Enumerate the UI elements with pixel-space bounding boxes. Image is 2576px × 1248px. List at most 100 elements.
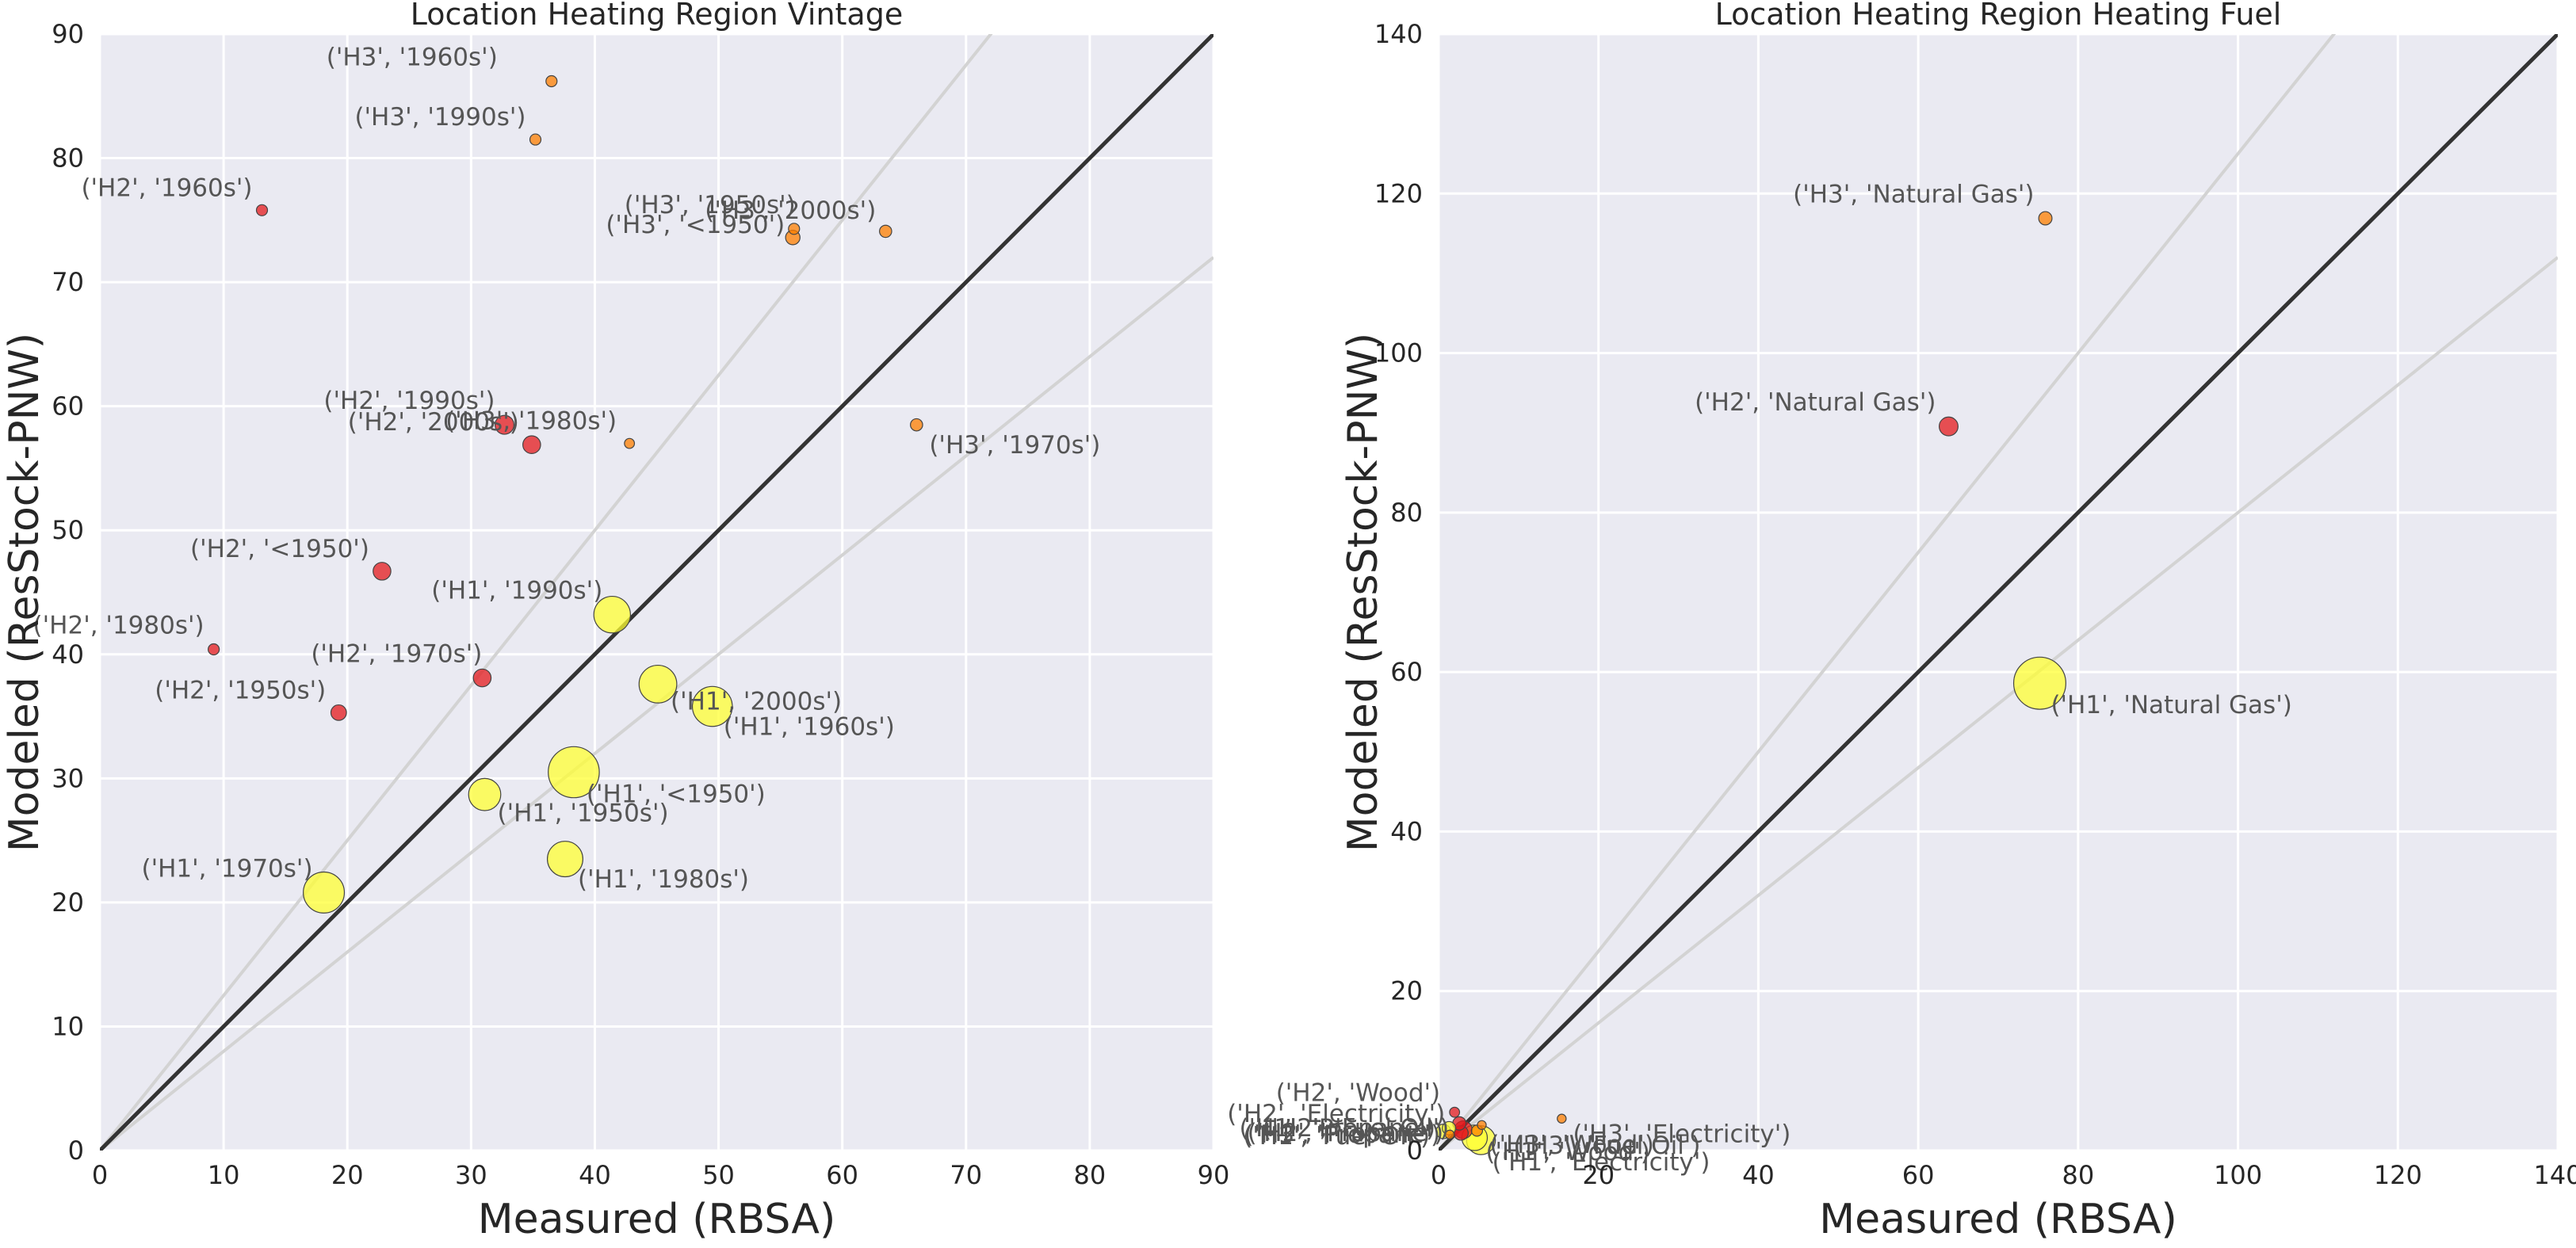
y-tick-label: 40 (1390, 816, 1423, 846)
point-label: ('H3', 'Propane') (1244, 1120, 1441, 1149)
data-point (330, 704, 347, 721)
point-label: ('H2', 'Fuel Oil') (1262, 1114, 1449, 1143)
data-point (548, 746, 600, 799)
point-label: ('H3', '1950s') (625, 191, 796, 219)
point-label: ('H1', '1970s') (141, 854, 312, 883)
data-point (1449, 1106, 1461, 1118)
point-label: ('H1', '2000s') (671, 687, 842, 716)
data-point (468, 777, 502, 811)
y-tick-label: 100 (1374, 338, 1423, 368)
reference-line-lower (1439, 256, 2558, 1151)
data-point (593, 595, 632, 634)
point-label: ('H3', 'Wood') (1489, 1131, 1653, 1159)
point-label: ('H3', 'Fuel Oil') (1513, 1132, 1700, 1160)
x-tick-label: 100 (2214, 1160, 2262, 1190)
point-label: ('H1', '1980s') (578, 865, 749, 894)
y-axis-label: Modeled (ResStock-PNW) (1, 333, 48, 852)
x-tick-label: 40 (1742, 1160, 1775, 1190)
y-tick-label: 10 (52, 1011, 84, 1041)
data-point (1477, 1120, 1487, 1130)
data-point (529, 133, 542, 146)
chart-title: Location Heating Region Vintage (411, 0, 903, 32)
chart-heating-fuel: ('H3', 'Natural Gas') ('H2', 'Natural Gas… (1227, 0, 2576, 1243)
data-point (255, 204, 269, 216)
x-tick-label: 70 (950, 1160, 982, 1190)
data-point (494, 414, 514, 435)
reference-line-upper (100, 34, 993, 1151)
y-axis-label: Modeled (ResStock-PNW) (1340, 333, 1387, 852)
x-tick-label: 0 (92, 1160, 108, 1190)
x-tick-label: 40 (579, 1160, 611, 1190)
point-label: ('H1', 'Wood') (1485, 1138, 1649, 1166)
chart-vintage: ('H3', '1960s') ('H3', '1990s') ('H2', '19… (1, 0, 1229, 1243)
x-tick-label: 0 (1431, 1160, 1447, 1190)
data-point (208, 643, 220, 656)
x-axis-label: Measured (RBSA) (1819, 1196, 2177, 1243)
point-label: ('H3', '<1950') (606, 211, 785, 239)
data-point (638, 664, 678, 704)
data-point (522, 435, 541, 454)
point-label: ('H3', '1980s') (445, 407, 617, 436)
y-tick-label: 0 (1407, 1135, 1423, 1166)
point-label: ('H2', '2000s') (348, 408, 519, 437)
data-point (788, 223, 801, 235)
reference-lines (100, 34, 1213, 1151)
point-label: ('H2', 'Natural Gas') (1695, 388, 1936, 417)
y-tick-label: 140 (1374, 19, 1423, 49)
y-tick-label: 60 (52, 391, 84, 422)
chart-title: Location Heating Region Heating Fuel (1715, 0, 2282, 32)
data-point (546, 841, 583, 878)
x-tick-label: 20 (331, 1160, 364, 1190)
x-tick-label: 60 (1902, 1160, 1935, 1190)
y-tick-label: 60 (1390, 657, 1423, 687)
data-point (303, 871, 346, 914)
point-label: ('H3', '2000s') (705, 197, 876, 225)
point-label: ('H2', '1970s') (311, 640, 482, 669)
data-point (545, 74, 558, 88)
x-tick-label: 20 (1582, 1160, 1615, 1190)
point-label: ('H3', '1970s') (929, 431, 1100, 460)
y-tick-label: 80 (52, 143, 84, 174)
x-tick-label: 90 (1198, 1160, 1230, 1190)
data-point (910, 418, 923, 432)
point-label: ('H1', '<1950') (587, 780, 766, 809)
data-points (1435, 211, 2066, 1155)
reference-line-upper (1439, 34, 2337, 1151)
y-tick-label: 120 (1374, 178, 1423, 208)
point-label: ('H1', '1960s') (724, 713, 895, 742)
data-point (691, 685, 733, 727)
x-tick-label: 80 (2062, 1160, 2094, 1190)
point-label: ('H1', 'Natural Gas') (2050, 691, 2291, 719)
x-axis-label: Measured (RBSA) (478, 1196, 836, 1243)
point-label: ('H3', '1960s') (327, 43, 498, 71)
y-tick-label: 20 (52, 887, 84, 918)
x-tick-label: 140 (2533, 1160, 2576, 1190)
point-label: ('H2', '1980s') (33, 612, 204, 640)
grid (98, 32, 1215, 1152)
reference-line-identity (1439, 34, 2558, 1151)
x-tick-label: 80 (1074, 1160, 1106, 1190)
tick-labels: 0 20 40 60 80 100 120 140 0 20 40 60 80 100 120 140 (1374, 19, 2576, 1190)
reference-lines (1439, 34, 2558, 1151)
data-point (373, 562, 392, 581)
point-label: ('H3', '1990s') (354, 103, 526, 132)
point-label: ('H1', '1950s') (498, 800, 669, 828)
y-tick-label: 30 (52, 763, 84, 793)
point-label: ('H2', '<1950') (190, 535, 369, 563)
data-point (1938, 416, 1959, 437)
x-tick-label: 50 (702, 1160, 735, 1190)
data-point (2038, 211, 2053, 226)
data-point (1444, 1129, 1455, 1140)
point-label: ('H3', 'Electricity') (1573, 1120, 1791, 1149)
y-tick-label: 70 (52, 267, 84, 297)
point-label: ('H2', 'Propane') (1248, 1119, 1444, 1147)
data-point (879, 224, 892, 239)
y-tick-label: 50 (52, 515, 84, 545)
reference-line-lower (100, 256, 1213, 1151)
point-labels: ('H3', 'Natural Gas') ('H2', 'Natural Gas… (1227, 180, 2292, 1176)
data-point (1557, 1113, 1567, 1124)
grid (1437, 32, 2559, 1152)
point-label: ('H1', '1990s') (431, 577, 602, 605)
x-tick-label: 10 (208, 1160, 240, 1190)
